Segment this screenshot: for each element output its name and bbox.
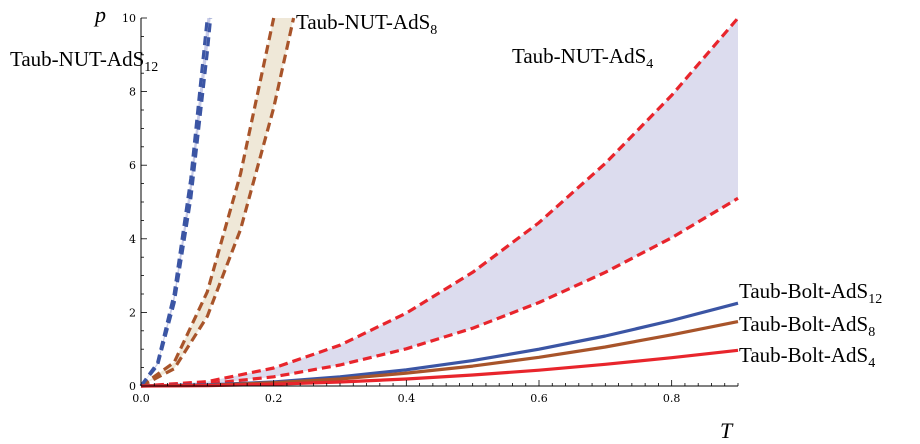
- band-taub-nut-ads8-upper: [141, 18, 294, 386]
- label-taub-nut-ads4: Taub-NUT-AdS4: [512, 44, 653, 72]
- series-taub-nut-ads4-upper: [140, 16, 740, 388]
- y-axis-title: p: [93, 2, 106, 27]
- label-taub-nut-ads8: Taub-NUT-AdS8: [296, 10, 437, 38]
- x-tick-label: 0.4: [398, 392, 416, 405]
- band-taub-nut-ads4-upper: [141, 18, 738, 386]
- y-tick-label: 0: [129, 380, 136, 393]
- bands-layer: [141, 18, 738, 386]
- series-taub-nut-ads8-upper: [140, 17, 276, 388]
- label-taub-bolt-ads8: Taub-Bolt-AdS8: [739, 312, 875, 340]
- curves-layer: [139, 16, 740, 388]
- y-tick-label: 4: [129, 233, 136, 246]
- label-taub-bolt-ads12: Taub-Bolt-AdS12: [739, 279, 882, 307]
- y-tick-label: 2: [129, 306, 136, 319]
- x-tick-label: 0.0: [132, 392, 150, 405]
- y-tick-label: 8: [129, 86, 136, 99]
- x-axis-title: T: [720, 418, 734, 443]
- y-tick-label: 10: [122, 12, 136, 25]
- series-taub-bolt-ads4: [140, 348, 739, 388]
- label-taub-bolt-ads4: Taub-Bolt-AdS4: [739, 343, 875, 371]
- y-tick-label: 6: [129, 159, 136, 172]
- x-tick-label: 0.6: [530, 392, 548, 405]
- series-taub-nut-ads8-lower: [140, 17, 296, 388]
- x-tick-label: 0.8: [663, 392, 681, 405]
- axes-layer: 0.0 0.2 0.4 0.6 0.8 0 2 4 6 8 10: [122, 12, 739, 405]
- x-tick-label: 0.2: [265, 392, 283, 405]
- label-taub-nut-ads12: Taub-NUT-AdS12: [10, 47, 158, 75]
- series-taub-nut-ads12-lower: [139, 17, 213, 387]
- series-taub-nut-ads4-lower: [140, 196, 739, 388]
